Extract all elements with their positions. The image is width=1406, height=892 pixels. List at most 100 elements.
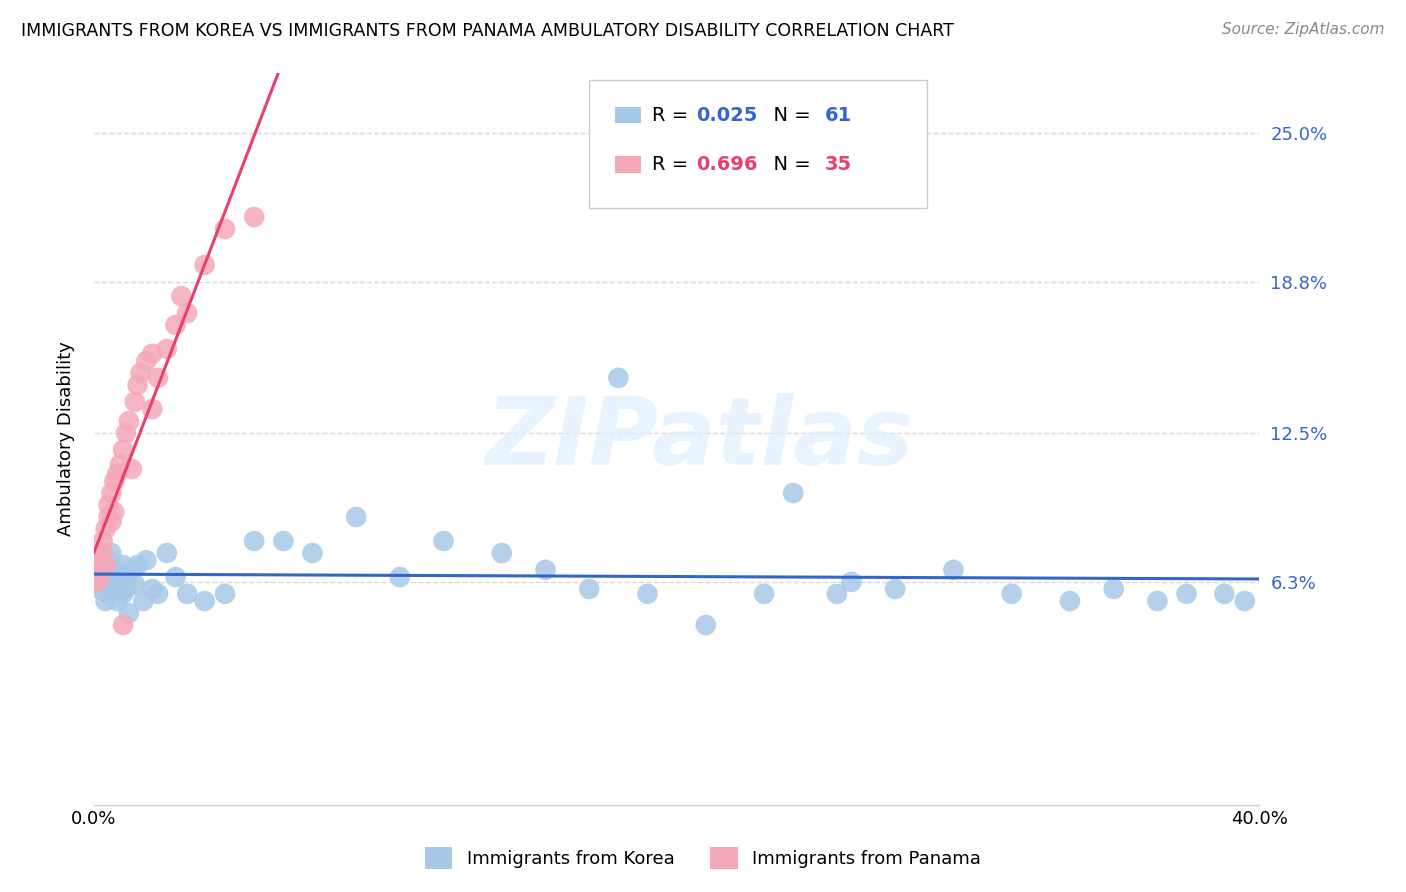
Point [165,570,187,584]
Point [165,318,187,332]
Point [103,558,125,572]
Point [124,394,146,409]
Point [108,570,131,584]
Point [607,371,630,385]
Point [100,515,122,529]
Point [97,510,120,524]
Point [100,546,122,560]
Point [94,570,117,584]
Point [141,582,163,596]
Point [432,534,454,549]
Point [1102,582,1125,596]
Point [884,582,907,596]
Point [94,558,117,572]
Text: 0.696: 0.696 [696,155,758,174]
Point [243,210,266,224]
Point [534,563,557,577]
Point [578,582,600,596]
Point [695,618,717,632]
Point [91,546,114,560]
Point [115,582,138,596]
Point [388,570,411,584]
Point [118,606,141,620]
Point [132,594,155,608]
Point [344,510,367,524]
Point [1213,587,1236,601]
Point [100,486,122,500]
Point [115,574,138,589]
Point [121,563,143,577]
Point [129,366,152,380]
Point [1059,594,1081,608]
Point [108,582,131,596]
Point [108,457,131,471]
Point [176,306,198,320]
Point [112,442,135,457]
Point [97,498,120,512]
Point [124,577,146,591]
Point [156,342,179,356]
Point [94,594,117,608]
Point [127,378,149,392]
Point [105,467,128,481]
Point [782,486,804,500]
Text: IMMIGRANTS FROM KOREA VS IMMIGRANTS FROM PANAMA AMBULATORY DISABILITY CORRELATIO: IMMIGRANTS FROM KOREA VS IMMIGRANTS FROM… [21,22,953,40]
Point [1233,594,1256,608]
Point [214,587,236,601]
Point [86,563,108,577]
Point [146,371,169,385]
Point [89,553,111,567]
Point [121,462,143,476]
Point [194,594,217,608]
Point [97,563,120,577]
Point [112,558,135,572]
Point [127,558,149,572]
Point [135,354,157,368]
Point [112,618,135,632]
FancyBboxPatch shape [614,156,641,172]
Point [105,594,128,608]
Y-axis label: Ambulatory Disability: Ambulatory Disability [58,342,75,536]
Point [752,587,775,601]
Point [176,587,198,601]
Point [141,347,163,361]
Point [825,587,848,601]
Point [86,570,108,584]
FancyBboxPatch shape [589,80,927,209]
Point [89,563,111,577]
Point [1175,587,1198,601]
Text: R =: R = [652,155,695,174]
Point [97,587,120,601]
Point [105,563,128,577]
Text: R =: R = [652,106,695,125]
Point [86,577,108,591]
Point [141,402,163,417]
Point [841,574,863,589]
Point [637,587,659,601]
Point [97,553,120,567]
Point [194,258,217,272]
Text: N =: N = [761,106,817,125]
Point [156,546,179,560]
Point [942,563,965,577]
Point [91,534,114,549]
Point [273,534,295,549]
Point [170,289,193,303]
Point [1001,587,1024,601]
Legend: Immigrants from Korea, Immigrants from Panama: Immigrants from Korea, Immigrants from P… [416,838,990,879]
Text: ZIPatlas: ZIPatlas [486,393,914,485]
Point [103,505,125,519]
Text: 35: 35 [825,155,852,174]
Point [89,570,111,584]
Point [1146,594,1168,608]
Point [100,582,122,596]
Point [86,574,108,589]
FancyBboxPatch shape [614,107,641,123]
Point [94,522,117,536]
Point [89,582,111,596]
Point [135,553,157,567]
Point [103,574,125,589]
Text: Source: ZipAtlas.com: Source: ZipAtlas.com [1222,22,1385,37]
Text: N =: N = [761,155,817,174]
Point [103,474,125,488]
